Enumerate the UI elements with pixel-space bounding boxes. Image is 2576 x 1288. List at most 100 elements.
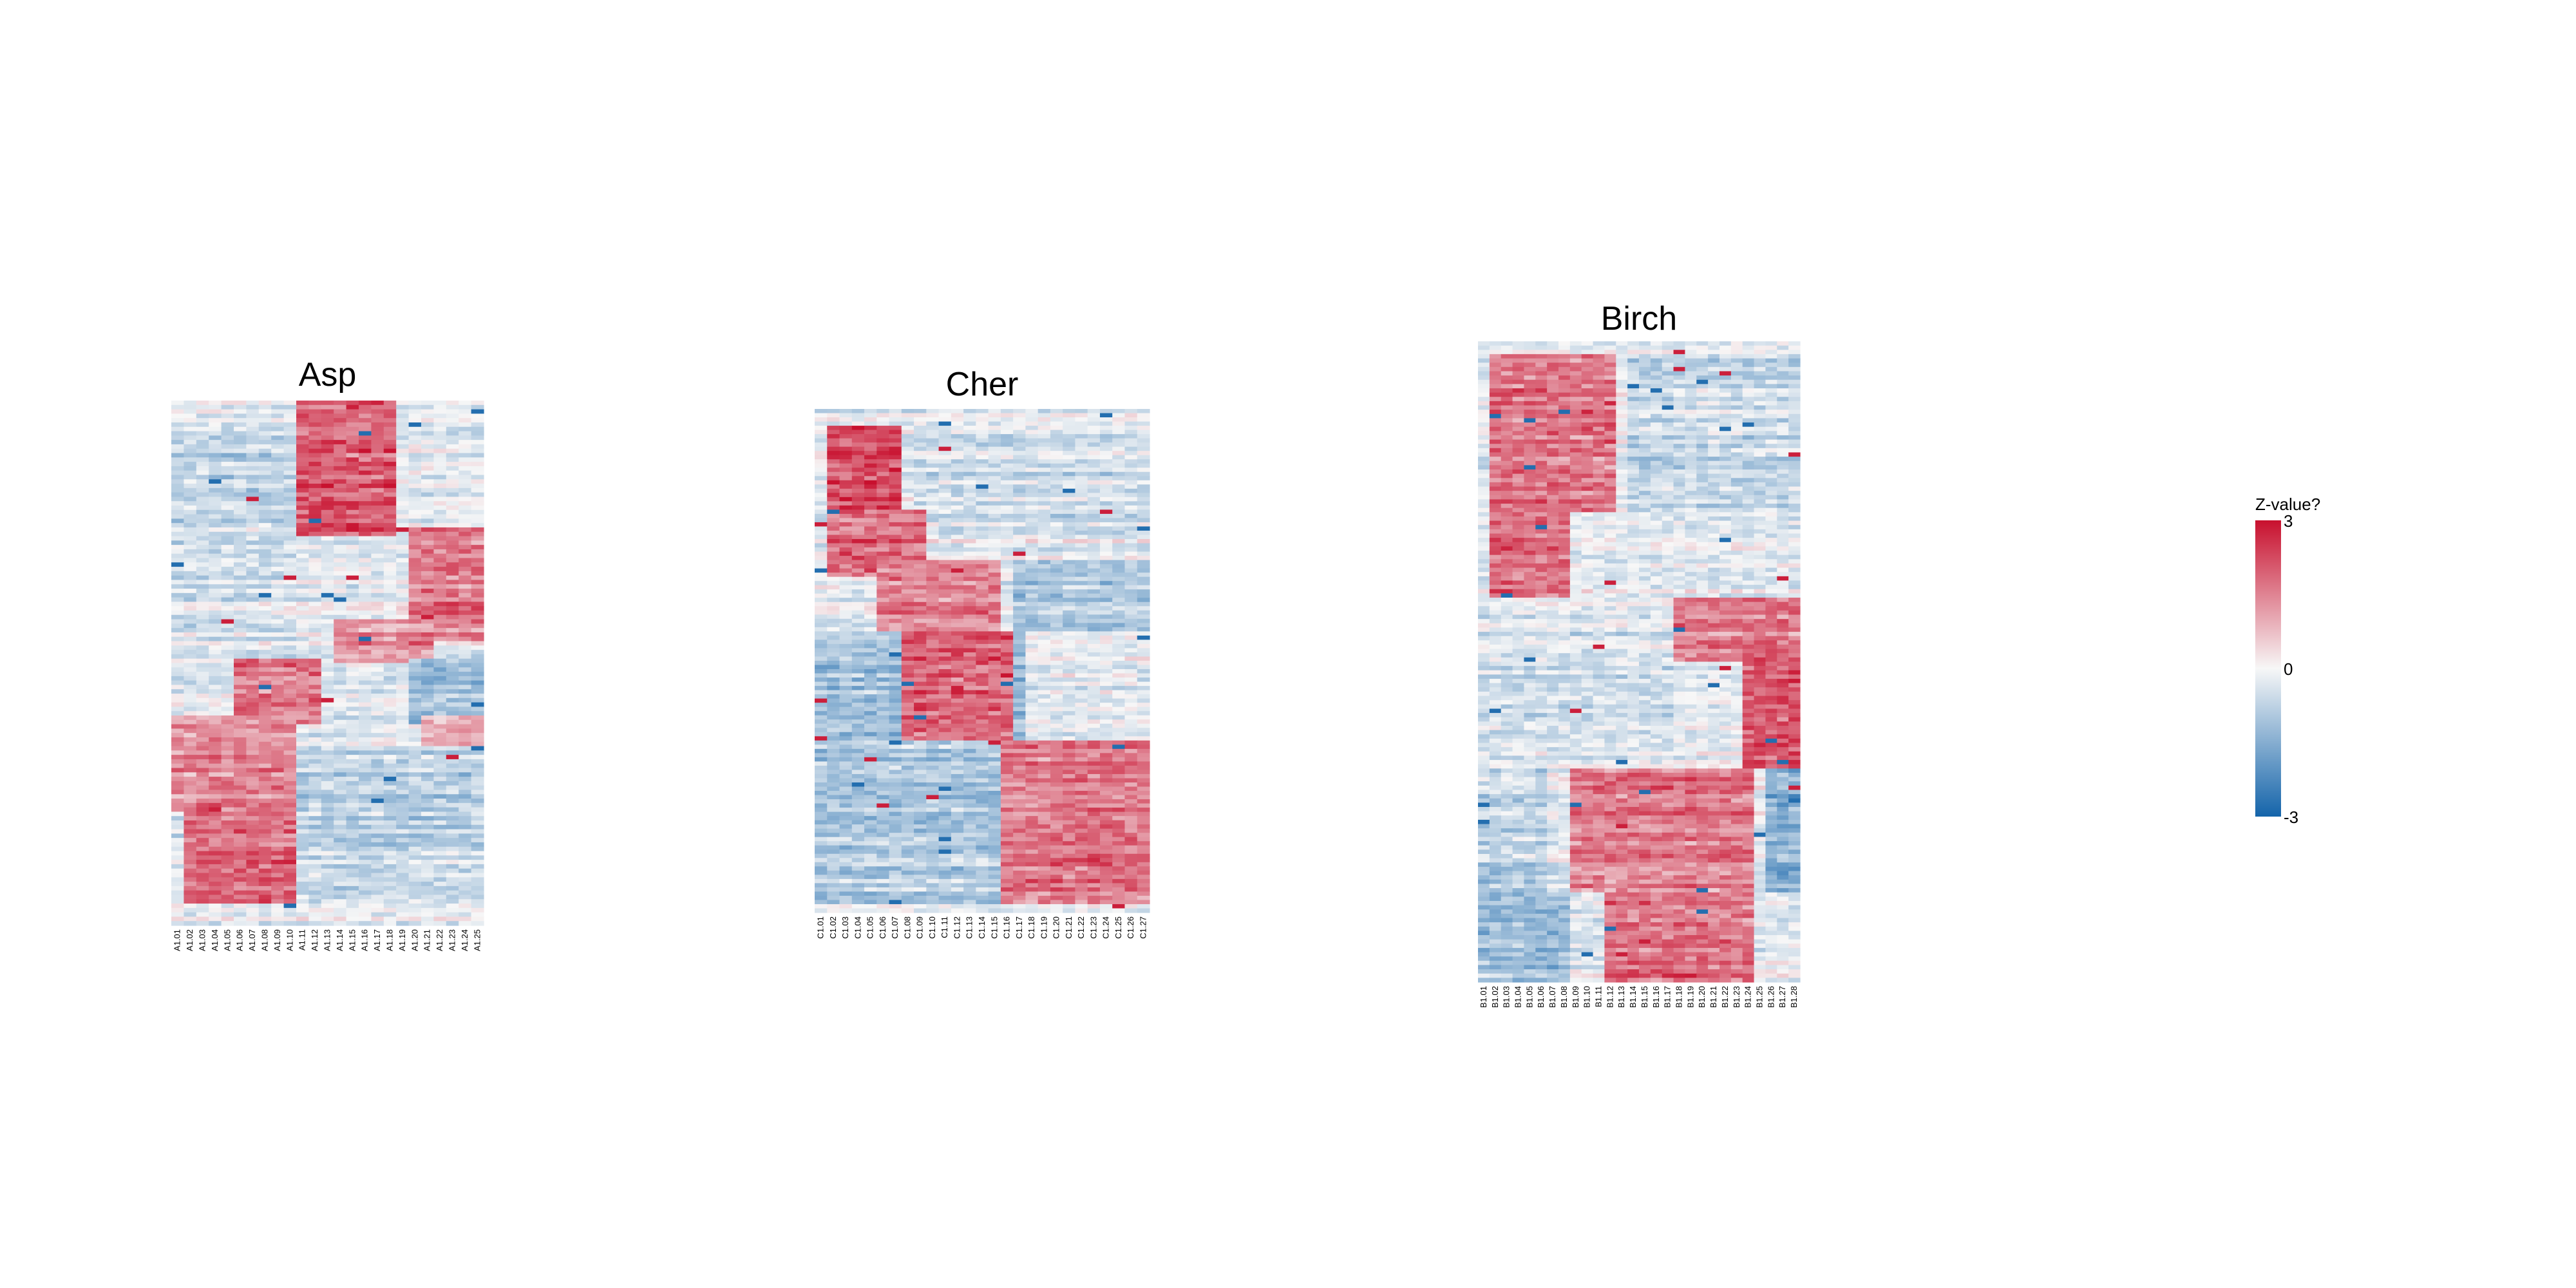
heatmap-cell [1112, 484, 1126, 489]
heatmap-cell [408, 719, 422, 725]
heatmap-cell [196, 719, 209, 725]
heatmap-cell [446, 509, 459, 515]
heatmap-cell [976, 535, 989, 540]
heatmap-cell [359, 820, 372, 826]
heatmap-cell [271, 750, 285, 755]
heatmap-cell [271, 654, 285, 659]
heatmap-cell [851, 598, 865, 603]
heatmap-cell [346, 540, 359, 545]
heatmap-cell [1037, 627, 1051, 632]
heatmap-cell [234, 475, 247, 480]
heatmap-cell [334, 921, 347, 926]
heatmap-cell [184, 462, 197, 467]
heatmap-cell [446, 470, 459, 476]
heatmap-cell [1000, 535, 1014, 540]
heatmap-cell [889, 703, 902, 708]
heatmap-cell [1050, 589, 1063, 594]
heatmap-cell [408, 824, 422, 830]
heatmap-cell [938, 673, 952, 678]
heatmap-cell [1063, 639, 1076, 645]
heatmap-cell [184, 654, 197, 659]
heatmap-cell [827, 606, 840, 611]
heatmap-cell [446, 658, 459, 664]
heatmap-cell [296, 702, 309, 708]
heatmap-cell [383, 921, 397, 926]
heatmap-cell [851, 635, 865, 641]
heatmap-cell [433, 531, 447, 537]
heatmap-cell [234, 654, 247, 659]
heatmap-cell [184, 899, 197, 904]
heatmap-cell [171, 435, 184, 440]
heatmap-cell [221, 540, 234, 545]
heatmap-cell [1112, 551, 1126, 556]
heatmap-cell [296, 440, 309, 445]
heatmap-cell [196, 575, 209, 581]
heatmap-cell [271, 663, 285, 668]
heatmap-cell [396, 846, 410, 852]
heatmap-cell [1037, 631, 1051, 636]
heatmap-cell [396, 820, 410, 826]
heatmap-cell [371, 518, 384, 524]
heatmap-cell [1099, 518, 1113, 523]
heatmap-cell [1050, 426, 1063, 431]
heatmap-cell [271, 562, 285, 567]
heatmap-cell [246, 497, 260, 502]
heatmap-cell [1013, 526, 1027, 531]
heatmap-cell [258, 777, 272, 782]
heatmap-cell [815, 598, 828, 603]
heatmap-cell [421, 462, 434, 467]
heatmap-cell [421, 824, 434, 830]
heatmap-cell [851, 551, 865, 556]
heatmap-cell [963, 409, 976, 414]
heatmap-cell [283, 829, 297, 834]
heatmap-cell [1013, 589, 1027, 594]
heatmap-cell [271, 851, 285, 856]
heatmap-cell [359, 431, 372, 436]
heatmap-cell [459, 497, 472, 502]
heatmap-cell [371, 907, 384, 913]
heatmap-cell [1013, 488, 1027, 493]
heatmap-cell [459, 514, 472, 519]
heatmap-cell [271, 697, 285, 703]
heatmap-cell [963, 526, 976, 531]
heatmap-cell [988, 476, 1001, 481]
heatmap-cell [1099, 442, 1113, 448]
heatmap-cell [951, 614, 964, 620]
heatmap-cell [346, 694, 359, 699]
heatmap-cell [334, 475, 347, 480]
heatmap-cell [864, 673, 877, 678]
heatmap-cell [371, 663, 384, 668]
heatmap-cell [421, 553, 434, 559]
heatmap-cell [371, 904, 384, 909]
heatmap-cell [433, 654, 447, 659]
heatmap-cell [1087, 413, 1101, 418]
heatmap-title: Cher [945, 366, 1019, 403]
heatmap-cell [926, 690, 940, 695]
heatmap-cell [271, 453, 285, 458]
heatmap-cell [346, 562, 359, 567]
heatmap-cell [346, 549, 359, 554]
heatmap-cell [196, 820, 209, 826]
heatmap-cell [1025, 459, 1039, 464]
heatmap-cell [876, 614, 890, 620]
heatmap-cell [1000, 480, 1014, 485]
heatmap-cell [1087, 488, 1101, 493]
heatmap-cell [1063, 694, 1076, 699]
heatmap-cell [433, 763, 447, 769]
heatmap-cell [246, 413, 260, 419]
heatmap-cell [988, 556, 1001, 561]
heatmap-cell [815, 703, 828, 708]
heatmap-cell [1137, 643, 1150, 649]
heatmap-cell [988, 421, 1001, 426]
heatmap-cell [471, 759, 484, 764]
heatmap-cell [371, 895, 384, 900]
heatmap-cell [914, 513, 927, 519]
heatmap-cell [296, 645, 309, 650]
heatmap-cell [471, 523, 484, 528]
heatmap-cell [234, 907, 247, 913]
heatmap-cell [283, 448, 297, 454]
heatmap-cell [258, 711, 272, 716]
heatmap-cell [184, 785, 197, 791]
heatmap-cell [346, 506, 359, 511]
heatmap-cell [889, 661, 902, 666]
